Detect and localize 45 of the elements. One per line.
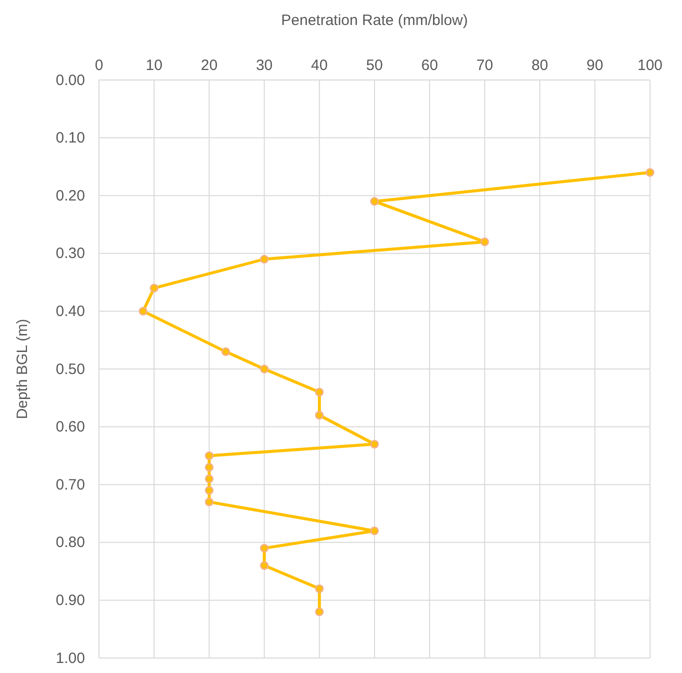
y-axis-title: Depth BGL (m) xyxy=(14,318,31,420)
point xyxy=(260,561,269,570)
point xyxy=(315,607,324,616)
y-tick-label: 0.90 xyxy=(56,592,85,609)
x-tick-label: 40 xyxy=(311,57,328,74)
x-tick-label: 10 xyxy=(146,57,162,74)
x-axis-title: Penetration Rate (mm/blow) xyxy=(281,12,468,29)
x-tick-label: 100 xyxy=(637,57,663,74)
point xyxy=(138,306,148,316)
y-tick-label: 0.40 xyxy=(56,303,85,320)
y-tick-label: 1.00 xyxy=(56,650,85,667)
point xyxy=(315,388,324,396)
y-tick-label: 0.20 xyxy=(56,187,85,204)
point xyxy=(150,284,158,292)
point xyxy=(260,364,269,374)
point xyxy=(260,544,269,552)
x-tick-label: 70 xyxy=(476,57,494,74)
x-tick-label: 20 xyxy=(200,57,218,74)
point xyxy=(315,584,324,593)
point xyxy=(260,254,269,264)
point xyxy=(370,197,379,206)
y-tick-label: 0.00 xyxy=(56,72,85,89)
point xyxy=(646,168,654,177)
point xyxy=(370,440,379,448)
x-tick-label: 30 xyxy=(256,57,273,74)
point xyxy=(204,486,214,495)
x-tick-label: 90 xyxy=(586,57,604,74)
point xyxy=(221,347,230,356)
point xyxy=(204,498,214,506)
x-tick-label: 50 xyxy=(366,57,383,74)
point xyxy=(204,462,214,472)
point xyxy=(370,526,379,536)
y-tick-label: 0.70 xyxy=(56,476,85,494)
y-tick-label: 0.50 xyxy=(56,360,85,378)
point xyxy=(480,238,490,246)
y-tick-label: 0.30 xyxy=(56,245,85,262)
point xyxy=(315,410,324,420)
point xyxy=(204,474,214,484)
point xyxy=(204,451,214,460)
y-tick-label: 0.10 xyxy=(56,130,85,147)
x-tick-label: 0 xyxy=(94,57,104,74)
x-tick-label: 60 xyxy=(421,57,438,74)
y-tick-label: 0.60 xyxy=(56,418,85,436)
x-tick-label: 80 xyxy=(531,57,548,74)
y-tick-label: 0.80 xyxy=(56,534,85,552)
